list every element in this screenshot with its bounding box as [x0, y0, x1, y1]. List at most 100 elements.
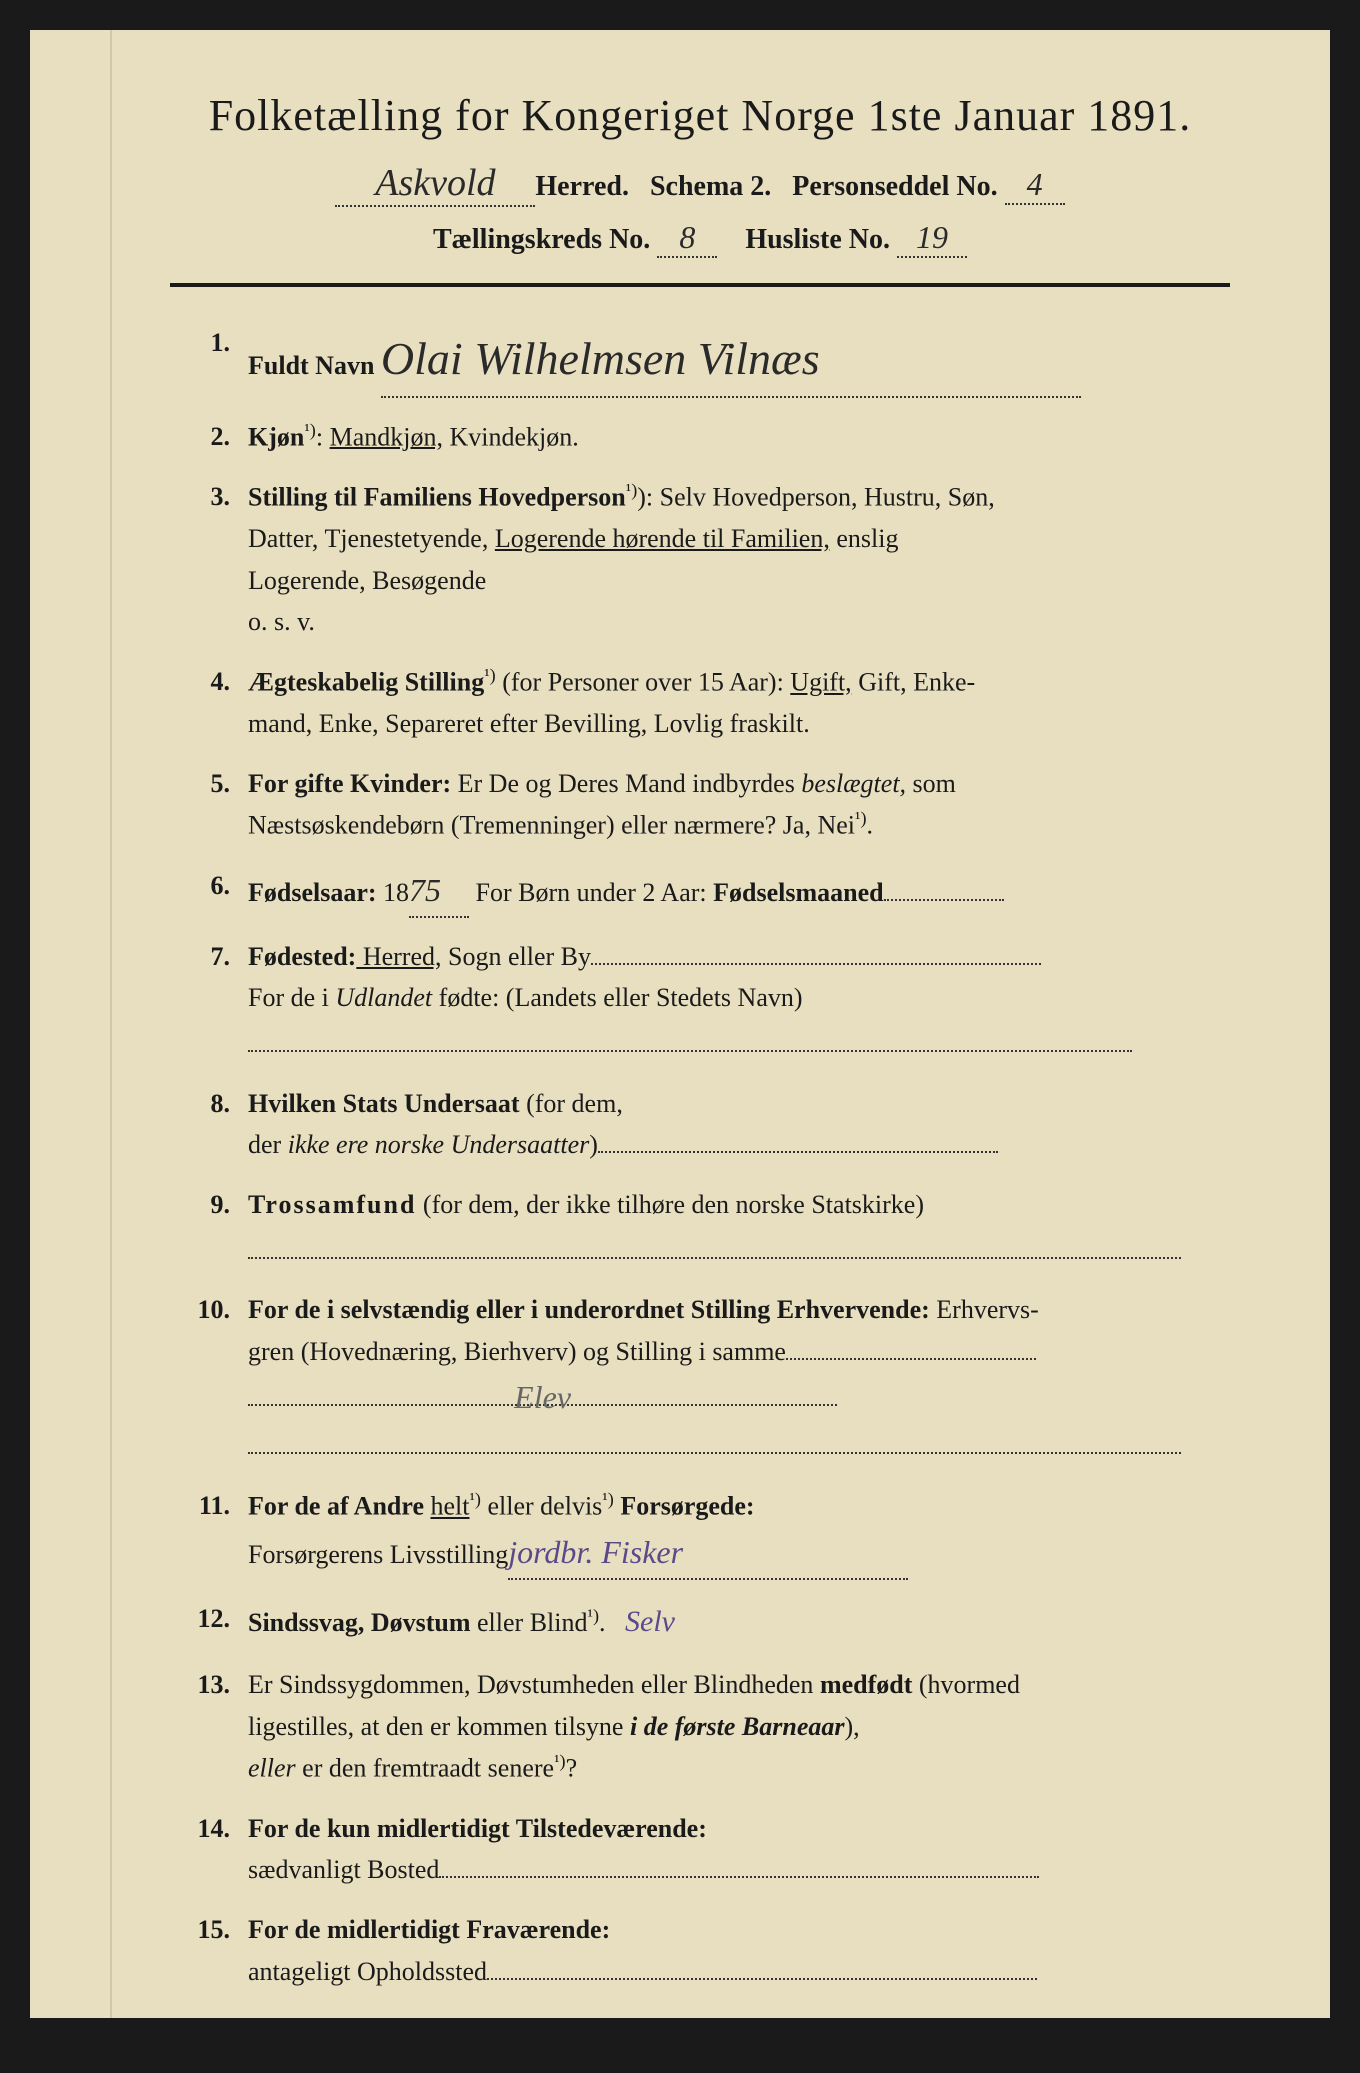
q7-label: Fødested:: [248, 942, 356, 971]
sup-11a: ¹): [469, 1489, 481, 1509]
q1-value: Olai Wilhelmsen Vilnæs: [381, 333, 820, 384]
q15-line2: antageligt Opholdssted: [248, 1957, 487, 1986]
num-2: 2.: [170, 416, 248, 458]
q5-rest: som: [906, 769, 956, 798]
num-6: 6.: [170, 865, 248, 918]
q11-label: For de af Andre: [248, 1492, 430, 1521]
item-5: 5. For gifte Kvinder: Er De og Deres Man…: [170, 763, 1230, 847]
page-title: Folketælling for Kongeriget Norge 1ste J…: [170, 90, 1230, 141]
q13-line3a: eller: [248, 1754, 296, 1783]
husliste-no: 19: [916, 219, 948, 255]
q2-label: Kjøn: [248, 422, 304, 451]
q8-line2a: der: [248, 1130, 288, 1159]
sup-4: ¹): [484, 665, 496, 685]
q8-text: (for dem,: [520, 1089, 623, 1118]
q6-rest: For Børn under 2 Aar:: [469, 878, 713, 907]
num-15: 15.: [170, 1909, 248, 1992]
num-10: 10.: [170, 1289, 248, 1467]
item-8: 8. Hvilken Stats Undersaat (for dem, der…: [170, 1083, 1230, 1166]
sup-2: ¹): [304, 420, 316, 440]
item-6: 6. Fødselsaar: 1875 For Børn under 2 Aar…: [170, 865, 1230, 918]
q7-line2c: fødte: (Landets eller Stedets Navn): [432, 983, 802, 1012]
sup-5: ¹): [855, 808, 867, 828]
q5-label: For gifte Kvinder:: [248, 769, 451, 798]
q11-mid: eller delvis: [481, 1492, 602, 1521]
q3-label: Stilling til Familiens Hovedperson: [248, 483, 626, 512]
q4-rest: Gift, Enke-: [852, 668, 975, 697]
q10-line2: gren (Hovednæring, Bierhverv) og Stillin…: [248, 1337, 786, 1366]
header-line-2: Tællingskreds No. 8 Husliste No. 19: [170, 219, 1230, 258]
husliste-label: Husliste No.: [745, 224, 890, 255]
q12-value: Selv: [625, 1605, 675, 1638]
item-13: 13. Er Sindssygdommen, Døvstumheden elle…: [170, 1664, 1230, 1789]
q6-value: 75: [409, 872, 441, 908]
q9-blank: [248, 1226, 1181, 1259]
q3-opts4: Logerende, Besøgende: [248, 566, 486, 595]
q7-blank: [248, 1019, 1132, 1052]
q10-label: For de i selvstændig eller i underordnet…: [248, 1295, 930, 1324]
q3-opts1: Selv Hovedperson, Hustru, Søn,: [660, 483, 995, 512]
item-15: 15. For de midlertidigt Fraværende: anta…: [170, 1909, 1230, 1992]
q14-label: For de kun midlertidigt Tilstedeværende:: [248, 1814, 707, 1843]
item-3: 3. Stilling til Familiens Hovedperson¹))…: [170, 476, 1230, 643]
q11-u1: helt: [430, 1492, 469, 1521]
item-14: 14. For de kun midlertidigt Tilstedevære…: [170, 1808, 1230, 1891]
q13-line2a: ligestilles, at den er kommen tilsyne: [248, 1712, 630, 1741]
num-3: 3.: [170, 476, 248, 643]
sup-11b: ¹): [602, 1489, 614, 1509]
num-7: 7.: [170, 936, 248, 1065]
kreds-label: Tællingskreds No.: [433, 224, 650, 255]
q13-line2c: ),: [844, 1712, 859, 1741]
herred-label: Herred.: [535, 171, 629, 202]
personseddel-no: 4: [1027, 166, 1043, 202]
q3-opts2: Datter, Tjenestetyende,: [248, 524, 495, 553]
q11-line2: Forsørgerens Livsstilling: [248, 1540, 508, 1569]
q11-bold: Forsørgede:: [614, 1492, 755, 1521]
q2-underlined: Mandkjøn,: [330, 422, 443, 451]
q13-bold: medfødt: [820, 1670, 912, 1699]
q7-line2b: Udlandet: [335, 983, 432, 1012]
num-12: 12.: [170, 1598, 248, 1646]
footnote-marker: ¹): [353, 2042, 372, 2061]
q7-rest: Sogn eller By: [442, 942, 592, 971]
item-9: 9. Trossamfund (for dem, der ikke tilhør…: [170, 1184, 1230, 1271]
sup-12: ¹): [588, 1606, 600, 1626]
q10-value: Elev: [514, 1379, 571, 1415]
q1-label: Fuldt Navn: [248, 351, 374, 380]
num-1: 1.: [170, 322, 248, 398]
item-7: 7. Fødested: Herred, Sogn eller By For d…: [170, 936, 1230, 1065]
q4-line2: mand, Enke, Separeret efter Bevilling, L…: [248, 709, 810, 738]
num-8: 8.: [170, 1083, 248, 1166]
q3-underlined: Logerende hørende til Familien,: [495, 524, 830, 553]
q5-italic: beslægtet,: [801, 769, 906, 798]
num-11: 11.: [170, 1485, 248, 1580]
q7-line2a: For de i: [248, 983, 335, 1012]
num-5: 5.: [170, 763, 248, 847]
census-form-page: Folketælling for Kongeriget Norge 1ste J…: [0, 0, 1360, 2048]
q12-rest: eller Blind: [471, 1608, 588, 1637]
q10-blank: [248, 1421, 1181, 1454]
item-10: 10. For de i selvstændig eller i underor…: [170, 1289, 1230, 1467]
q3-osv: o. s. v.: [248, 607, 315, 636]
q13-rest: (hvormed: [912, 1670, 1020, 1699]
q6-label: Fødselsaar:: [248, 878, 377, 907]
item-4: 4. Ægteskabelig Stilling¹) (for Personer…: [170, 661, 1230, 745]
kreds-no: 8: [679, 219, 695, 255]
num-4: 4.: [170, 661, 248, 745]
q13-text: Er Sindssygdommen, Døvstumheden eller Bl…: [248, 1670, 820, 1699]
q3-opts3: enslig: [830, 524, 899, 553]
sup-13: ¹): [554, 1751, 566, 1771]
q8-line2c: ): [589, 1130, 598, 1159]
q9-text: (for dem, der ikke tilhøre den norske St…: [416, 1190, 924, 1219]
q4-label: Ægteskabelig Stilling: [248, 668, 484, 697]
item-2: 2. Kjøn¹): Mandkjøn, Kvindekjøn.: [170, 416, 1230, 458]
footnote: ¹) De for hvert Tilfælde passende Ord un…: [170, 2042, 1230, 2073]
header-line-1: AskvoldHerred. Schema 2. Personseddel No…: [170, 161, 1230, 207]
q9-label: Trossamfund: [248, 1190, 416, 1219]
q2-rest: Kvindekjøn.: [443, 422, 579, 451]
q12-label: Sindssvag, Døvstum: [248, 1608, 471, 1637]
q6-prefix: 18: [377, 878, 410, 907]
q7-underlined: Herred,: [356, 942, 441, 971]
q4-paren: (for Personer over 15 Aar):: [496, 668, 791, 697]
personseddel-label: Personseddel No.: [792, 171, 997, 202]
